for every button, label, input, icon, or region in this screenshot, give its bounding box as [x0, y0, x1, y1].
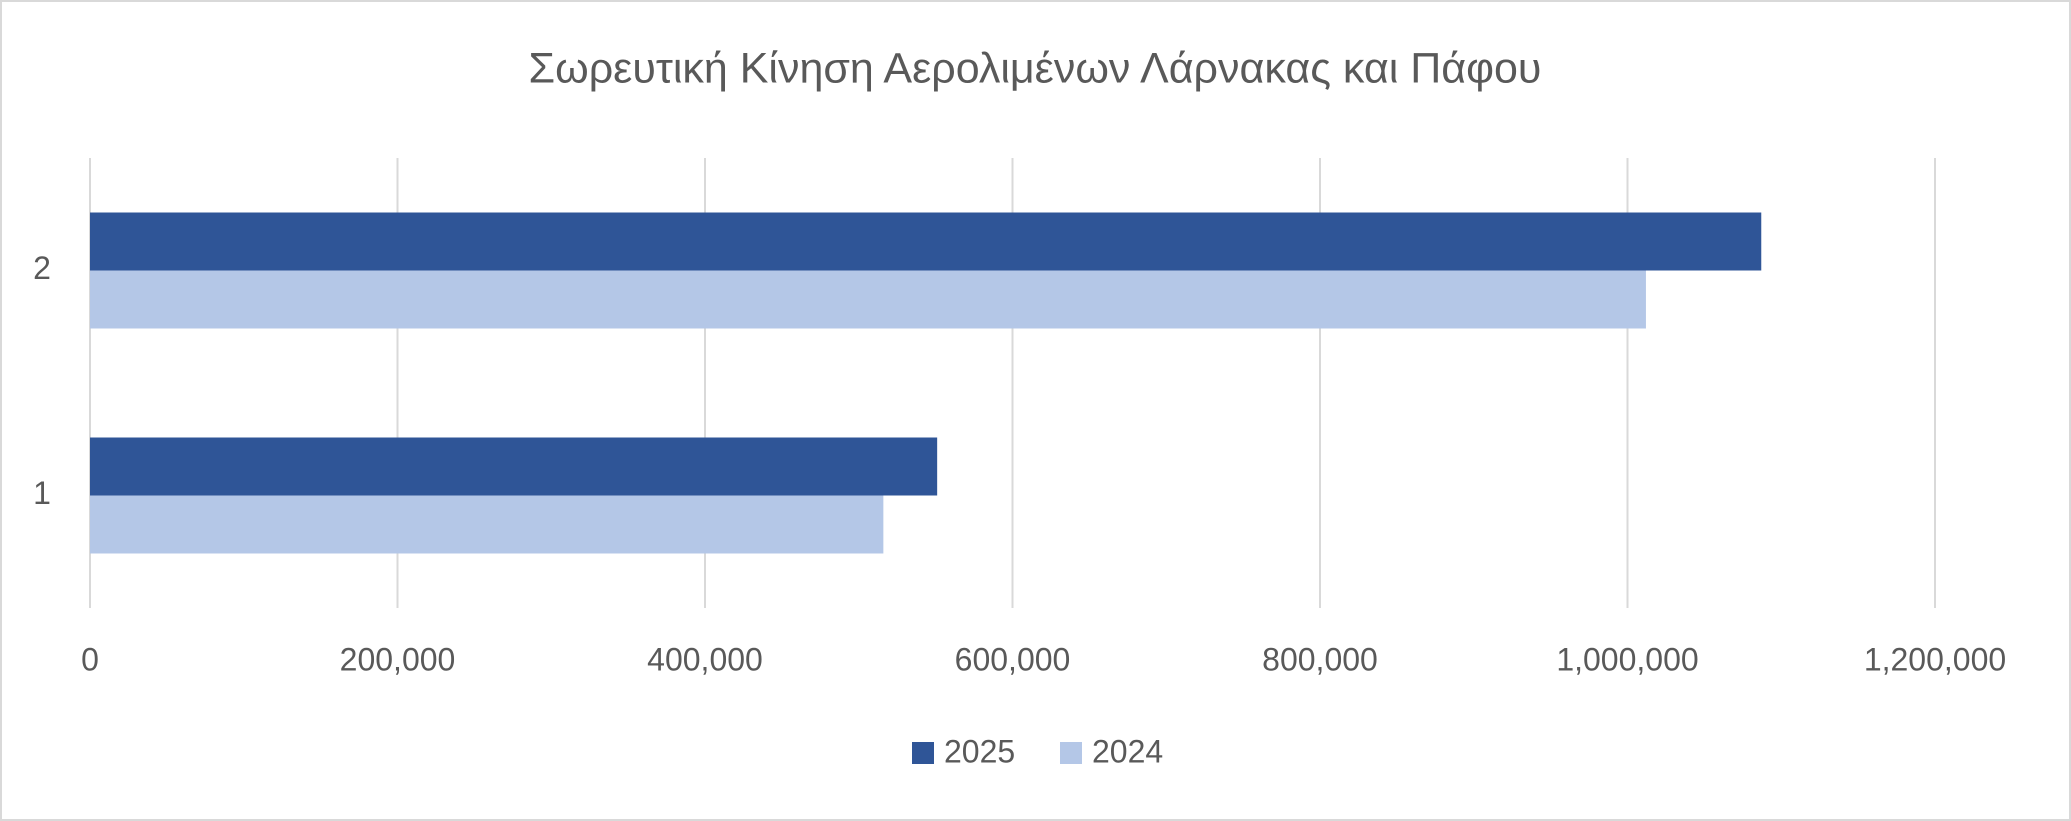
x-tick-label: 600,000	[955, 641, 1071, 677]
x-tick-label: 400,000	[647, 641, 763, 677]
x-tick-label: 1,200,000	[1864, 641, 2006, 677]
x-tick-label: 1,000,000	[1556, 641, 1698, 677]
legend-swatch	[912, 742, 934, 764]
bar	[90, 495, 884, 554]
bar	[90, 270, 1646, 329]
legend-label: 2025	[944, 733, 1015, 769]
legend-swatch	[1060, 742, 1082, 764]
bar	[90, 212, 1762, 271]
x-tick-label: 800,000	[1262, 641, 1378, 677]
legend-label: 2024	[1092, 733, 1163, 769]
x-tick-label: 0	[81, 641, 99, 677]
bar	[90, 437, 938, 496]
x-tick-label: 200,000	[340, 641, 456, 677]
y-tick-label: 1	[33, 475, 51, 511]
chart-title: Σωρευτική Κίνηση Αερολιμένων Λάρνακας κα…	[529, 44, 1542, 92]
y-tick-label: 2	[33, 250, 51, 286]
